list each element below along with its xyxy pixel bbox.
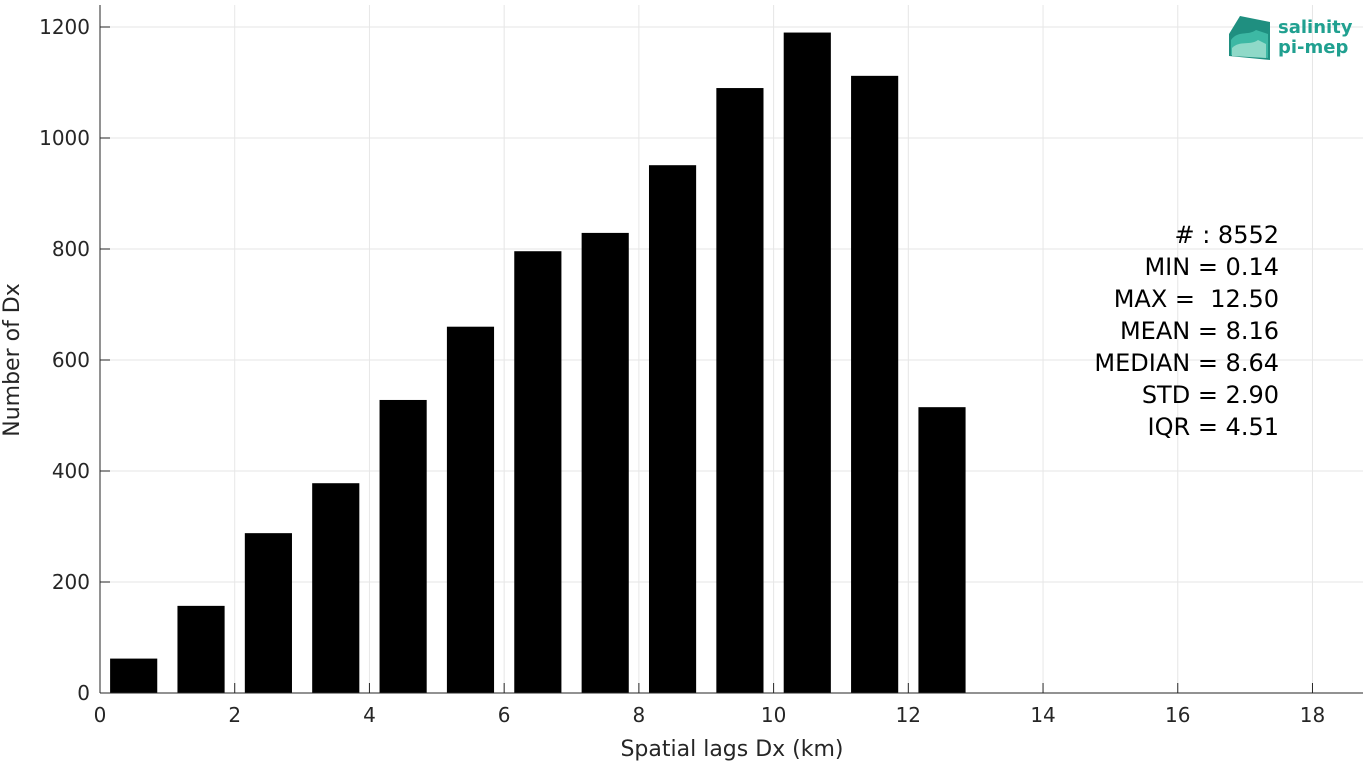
histogram-bar	[514, 251, 562, 693]
stat-line: MEDIAN = 8.64	[1094, 349, 1279, 377]
histogram-bar	[312, 483, 360, 693]
y-axis-label: Number of Dx	[0, 283, 25, 437]
axes	[99, 5, 1363, 694]
histogram-bar	[648, 165, 697, 693]
histogram-bar	[177, 605, 225, 693]
y-tick-label: 1200	[39, 15, 90, 39]
x-tick-label: 10	[761, 703, 786, 727]
statistics-annotation: # : 8552 MIN = 0.14 MAX = 12.50 MEAN = 8.16…	[1094, 221, 1279, 441]
stat-line: MIN = 0.14	[1144, 253, 1279, 281]
x-tick-label: 18	[1300, 703, 1325, 727]
bars	[110, 32, 966, 694]
y-tick-label: 800	[52, 237, 90, 261]
x-tick-label: 16	[1165, 703, 1190, 727]
logo-text-salinity: salinity	[1278, 17, 1353, 38]
x-tick-label: 0	[94, 703, 107, 727]
histogram-bar	[110, 658, 158, 693]
y-tick-labels: 0 200 400 600 800 1000 1200	[39, 15, 90, 705]
wave-logo-icon	[1229, 16, 1270, 60]
stat-line: # : 8552	[1174, 221, 1279, 249]
stat-line: STD = 2.90	[1142, 381, 1279, 409]
x-tick-label: 12	[896, 703, 921, 727]
histogram-bar	[244, 533, 292, 693]
y-tick-label: 200	[52, 570, 90, 594]
x-tick-label: 4	[363, 703, 376, 727]
x-tick-label: 6	[498, 703, 511, 727]
y-tick-label: 600	[52, 348, 90, 372]
y-tick-label: 400	[52, 459, 90, 483]
stat-line: MEAN = 8.16	[1120, 317, 1279, 345]
histogram-bar	[783, 32, 831, 694]
stat-line: IQR = 4.51	[1148, 413, 1279, 441]
y-tick-label: 1000	[39, 126, 90, 150]
y-tick-label: 0	[77, 681, 90, 705]
x-tick-label: 8	[633, 703, 646, 727]
x-axis-label: Spatial lags Dx (km)	[620, 737, 843, 762]
logo-text-pimep: pi-mep	[1278, 37, 1348, 58]
x-tick-label: 14	[1030, 703, 1055, 727]
histogram-bar	[446, 326, 495, 693]
histogram-bar	[918, 407, 966, 693]
stat-line: MAX = 12.50	[1114, 285, 1279, 313]
histogram-bar	[716, 88, 764, 694]
salinity-pi-mep-logo: salinity pi-mep	[1229, 16, 1353, 60]
x-tick-label: 2	[228, 703, 241, 727]
histogram-bar	[379, 399, 427, 693]
histogram-bar	[851, 75, 899, 694]
histogram-bar	[581, 232, 629, 693]
x-tick-labels: 0 2 4 6 8 10 12 14 16 18	[94, 703, 1326, 727]
